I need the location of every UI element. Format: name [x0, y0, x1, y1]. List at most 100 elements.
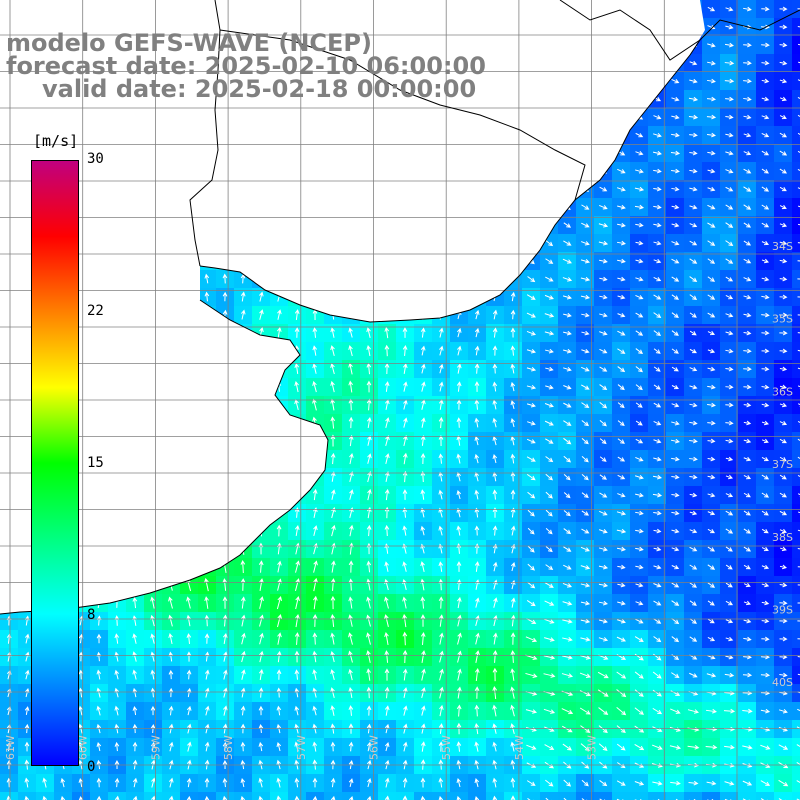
wind-arrow — [597, 689, 609, 697]
wind-arrow — [456, 722, 462, 735]
wind-arrow — [725, 330, 734, 336]
wind-arrow — [259, 596, 264, 609]
wind-arrow — [186, 795, 192, 800]
wind-arrow — [635, 330, 644, 336]
wind-arrow — [474, 309, 480, 320]
wind-arrow — [510, 327, 516, 338]
wind-arrow — [313, 560, 318, 573]
wind-arrow — [366, 705, 372, 716]
wind-arrow — [761, 150, 770, 156]
wind-cell — [414, 792, 433, 800]
wind-arrow — [168, 687, 174, 698]
wind-arrow — [707, 78, 716, 84]
wind-arrow — [474, 507, 480, 518]
wind-arrow — [294, 380, 299, 393]
wind-arrow — [797, 385, 800, 390]
wind-arrow — [294, 777, 300, 788]
wind-arrow — [492, 741, 497, 752]
lon-label: 54W — [513, 735, 526, 760]
wind-arrow — [204, 577, 209, 592]
wind-arrow — [616, 636, 626, 642]
wind-arrow — [438, 489, 444, 500]
wind-arrow — [725, 654, 734, 660]
wind-arrow — [294, 309, 300, 320]
wind-arrow — [474, 778, 480, 788]
wind-arrow — [168, 705, 174, 716]
wind-arrow — [689, 492, 698, 498]
wind-arrow — [742, 708, 753, 714]
wind-arrow — [544, 637, 555, 642]
wind-arrow — [421, 687, 426, 699]
wind-arrow — [277, 560, 282, 573]
wind-arrow — [743, 312, 752, 318]
wind-arrow — [634, 781, 645, 786]
wind-arrow — [544, 618, 555, 624]
wind-arrow — [671, 240, 680, 246]
wind-arrow — [635, 312, 644, 318]
wind-arrow — [457, 668, 462, 681]
wind-arrow — [599, 384, 608, 391]
wind-arrow — [599, 186, 608, 192]
wind-arrow — [204, 291, 210, 302]
wind-arrow — [725, 132, 734, 138]
wind-cell — [540, 792, 559, 800]
wind-arrow — [348, 687, 354, 699]
wind-arrow — [313, 595, 318, 610]
wind-arrow — [438, 434, 444, 446]
wind-arrow — [671, 114, 680, 120]
wind-arrow — [276, 524, 282, 537]
wind-arrow — [779, 492, 787, 498]
lon-label: 58W — [222, 735, 235, 760]
wind-arrow — [617, 474, 626, 480]
wind-arrow — [492, 650, 498, 663]
wind-arrow — [581, 241, 590, 246]
wind-arrow — [707, 456, 716, 462]
wind-arrow — [689, 60, 698, 66]
wind-arrow — [562, 619, 573, 624]
wind-arrow — [797, 367, 800, 370]
wind-arrow — [186, 596, 191, 609]
wind-arrow — [797, 114, 800, 120]
wind-arrow — [797, 708, 800, 712]
wind-arrow — [276, 669, 282, 680]
wind-arrow — [581, 779, 589, 787]
wind-arrow — [259, 291, 264, 302]
wind-arrow — [796, 744, 800, 747]
wind-arrow — [761, 240, 770, 246]
wind-arrow — [384, 561, 389, 572]
wind-arrow — [562, 601, 573, 606]
wind-arrow — [366, 723, 372, 734]
wind-arrow — [616, 187, 626, 192]
wind-arrow — [543, 655, 556, 660]
wind-arrow — [420, 345, 426, 356]
wind-arrow — [707, 510, 716, 516]
wind-arrow — [725, 258, 734, 264]
wind-arrow — [492, 561, 498, 572]
wind-arrow — [760, 744, 771, 750]
wind-arrow — [474, 525, 480, 536]
wind-arrow — [563, 564, 572, 570]
wind-arrow — [312, 687, 317, 698]
wind-arrow — [797, 278, 800, 280]
wind-arrow — [652, 726, 663, 732]
wind-arrow — [671, 312, 679, 318]
wind-arrow — [743, 582, 751, 588]
wind-arrow — [366, 614, 371, 627]
wind-cell — [792, 54, 800, 73]
wind-arrow — [561, 673, 574, 678]
wind-arrow — [186, 651, 192, 662]
wind-arrow — [545, 473, 554, 481]
wind-arrow — [652, 707, 663, 715]
wind-arrow — [635, 366, 643, 373]
wind-arrow — [330, 613, 336, 628]
wind-arrow — [779, 672, 788, 678]
wind-arrow — [205, 687, 210, 698]
wind-arrow — [635, 240, 644, 246]
wind-arrow — [438, 614, 444, 627]
wind-arrow — [151, 795, 156, 800]
wind-arrow — [420, 470, 426, 483]
wind-arrow — [689, 600, 697, 606]
wind-arrow — [689, 546, 698, 552]
wind-arrow — [544, 294, 554, 300]
wind-arrow — [438, 507, 443, 518]
